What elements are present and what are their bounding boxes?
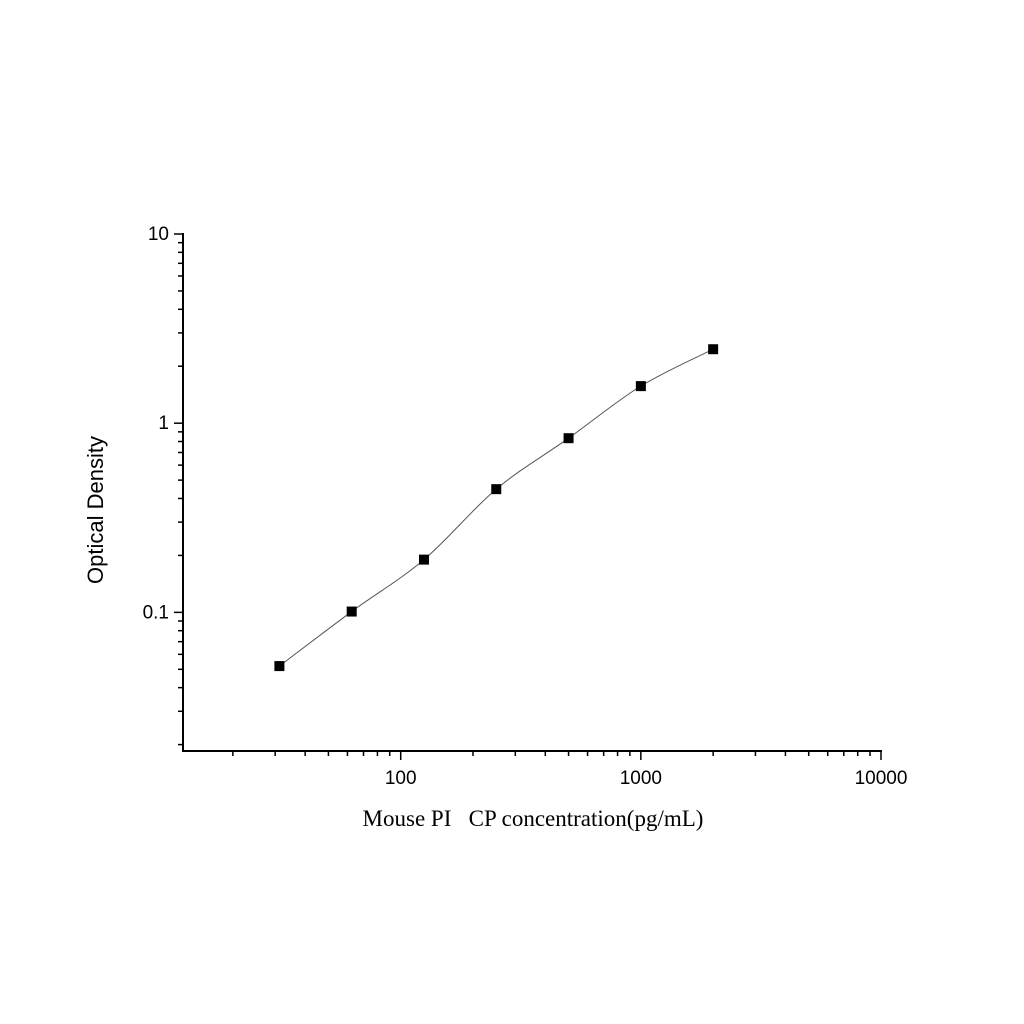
y-axis-label: Optical Density — [83, 436, 108, 584]
data-points — [274, 344, 719, 672]
tick-labels: 0.1 1 10 100 1000 10000 — [143, 224, 908, 789]
data-point — [418, 554, 429, 565]
data-point — [563, 433, 574, 444]
data-point — [635, 381, 646, 392]
data-point — [346, 606, 357, 617]
y-tick-label: 1 — [158, 413, 169, 434]
data-point — [491, 484, 502, 495]
fit-curve — [279, 348, 714, 667]
y-tick-label: 10 — [148, 224, 169, 245]
axes — [174, 233, 882, 760]
data-point — [708, 344, 719, 355]
x-axis-label: Mouse PI CP concentration(pg/mL) — [363, 806, 704, 831]
x-tick-label: 100 — [385, 768, 417, 789]
y-tick-label: 0.1 — [143, 602, 169, 623]
data-point — [274, 661, 285, 672]
x-tick-label: 10000 — [855, 768, 908, 789]
x-tick-label: 1000 — [620, 768, 662, 789]
